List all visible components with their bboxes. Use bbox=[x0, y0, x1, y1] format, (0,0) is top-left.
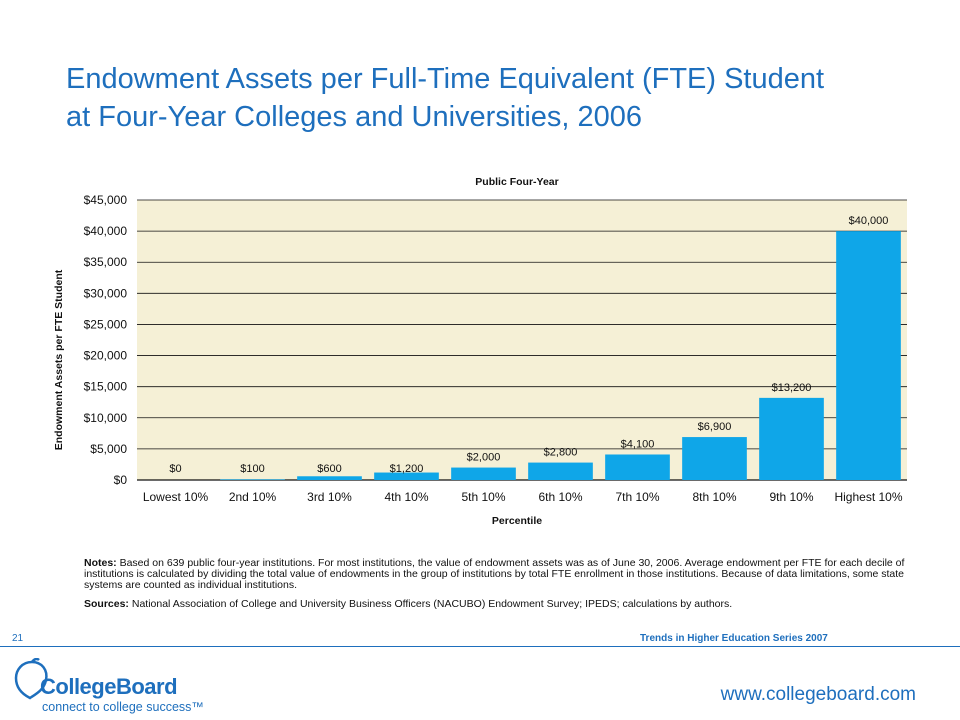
bar-value-label: $2,000 bbox=[467, 452, 501, 464]
slide-title: Endowment Assets per Full-Time Equivalen… bbox=[66, 60, 926, 136]
website-link[interactable]: www.collegeboard.com bbox=[720, 684, 916, 705]
page-number: 21 bbox=[12, 633, 24, 644]
y-tick-label: $10,000 bbox=[84, 411, 128, 425]
sources-label: Sources: bbox=[84, 598, 129, 610]
notes-label: Notes: bbox=[84, 557, 117, 569]
y-tick-label: $15,000 bbox=[84, 380, 128, 394]
x-tick-label: 9th 10% bbox=[769, 490, 813, 504]
bar bbox=[759, 397, 824, 480]
y-axis-label: Endowment Assets per FTE Student bbox=[53, 269, 65, 450]
y-tick-label: $35,000 bbox=[84, 255, 128, 269]
collegeboard-logo[interactable]: CollegeBoard connect to college success™ bbox=[12, 656, 242, 716]
x-tick-label: 4th 10% bbox=[384, 490, 428, 504]
y-tick-label: $25,000 bbox=[84, 317, 128, 331]
bar bbox=[682, 437, 747, 480]
y-tick-label: $20,000 bbox=[84, 349, 128, 363]
sources-text: National Association of College and Univ… bbox=[131, 598, 733, 610]
chart-title: Public Four-Year bbox=[475, 176, 558, 188]
notes-text: Based on 639 public four-year institutio… bbox=[84, 557, 905, 591]
series-label: Trends in Higher Education Series 2007 bbox=[640, 633, 828, 644]
bar-value-label: $1,200 bbox=[390, 463, 424, 475]
y-tick-label: $5,000 bbox=[90, 442, 127, 456]
bar-value-label: $600 bbox=[317, 463, 341, 475]
bar bbox=[220, 479, 285, 480]
acorn-logo-icon bbox=[14, 658, 48, 700]
logo-tagline: connect to college success™ bbox=[42, 700, 204, 714]
bar-value-label: $6,900 bbox=[698, 421, 732, 433]
y-tick-label: $0 bbox=[114, 473, 128, 487]
bar-value-label: $0 bbox=[169, 463, 181, 475]
logo-brand: CollegeBoard bbox=[40, 674, 178, 699]
x-tick-label: 6th 10% bbox=[538, 490, 582, 504]
y-tick-label: $40,000 bbox=[84, 224, 128, 238]
footer-divider bbox=[0, 646, 960, 647]
bar bbox=[528, 462, 593, 480]
bar bbox=[297, 476, 362, 480]
x-tick-label: 8th 10% bbox=[692, 490, 736, 504]
x-tick-label: Highest 10% bbox=[834, 490, 902, 504]
x-tick-label: Lowest 10% bbox=[143, 490, 209, 504]
chart-notes: Notes: Based on 639 public four-year ins… bbox=[84, 558, 914, 591]
bar bbox=[836, 231, 901, 480]
bar-value-label: $2,800 bbox=[544, 447, 578, 459]
bar bbox=[451, 467, 516, 480]
x-axis-label: Percentile bbox=[492, 515, 542, 527]
bar-value-label: $4,100 bbox=[621, 438, 655, 450]
bar-value-label: $100 bbox=[240, 463, 264, 475]
x-tick-label: 2nd 10% bbox=[229, 490, 277, 504]
chart-sources: Sources: National Association of College… bbox=[84, 598, 914, 610]
x-tick-label: 3rd 10% bbox=[307, 490, 352, 504]
slide-title-line-1: Endowment Assets per Full-Time Equivalen… bbox=[66, 63, 825, 95]
bar-value-label: $40,000 bbox=[849, 215, 889, 227]
y-tick-label: $30,000 bbox=[84, 286, 128, 300]
bar-chart: $0 $5,000 $10,000 $15,000 $20,000 $25,000 $30,… bbox=[53, 176, 907, 527]
x-tick-label: 5th 10% bbox=[461, 490, 505, 504]
bar bbox=[374, 472, 439, 480]
y-tick-label: $45,000 bbox=[84, 193, 128, 207]
x-tick-label: 7th 10% bbox=[615, 490, 659, 504]
bar bbox=[605, 454, 670, 480]
bar-value-label: $13,200 bbox=[772, 382, 812, 394]
slide-title-line-2: at Four-Year Colleges and Universities, … bbox=[66, 101, 643, 133]
